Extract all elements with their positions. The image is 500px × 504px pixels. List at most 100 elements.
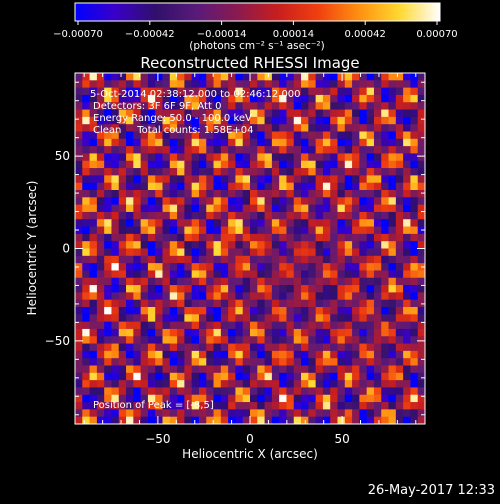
- heatmap-cell: [337, 409, 346, 418]
- heatmap-cell: [242, 372, 251, 381]
- heatmap-cell: [344, 131, 353, 140]
- heatmap-cell: [184, 102, 193, 110]
- heatmap-cell: [162, 292, 171, 301]
- heatmap-cell: [147, 336, 156, 344]
- heatmap-cell: [373, 328, 382, 337]
- heatmap-cell: [140, 175, 149, 184]
- heatmap-cell: [191, 116, 200, 125]
- heatmap-cell: [191, 328, 200, 337]
- heatmap-cell: [330, 226, 338, 235]
- heatmap-cell: [315, 263, 324, 271]
- heatmap-cell: [395, 402, 404, 410]
- heatmap-cell: [410, 146, 419, 154]
- heatmap-cell: [177, 372, 185, 381]
- heatmap-cell: [359, 73, 368, 81]
- heatmap-cell: [293, 109, 302, 118]
- heatmap-cell: [395, 292, 404, 301]
- heatmap-cell: [417, 87, 425, 96]
- heatmap-cell: [206, 299, 214, 308]
- heatmap-cell: [228, 87, 236, 96]
- heatmap-cell: [352, 160, 360, 169]
- heatmap-cell: [184, 277, 193, 286]
- heatmap-cell: [257, 292, 265, 301]
- heatmap-cell: [220, 372, 229, 381]
- heatmap-cell: [235, 270, 244, 279]
- heatmap-cell: [381, 321, 389, 330]
- heatmap-cell: [89, 263, 98, 271]
- heatmap-cell: [242, 307, 251, 315]
- heatmap-cell: [279, 204, 287, 213]
- heatmap-cell: [388, 182, 397, 191]
- heatmap-cell: [126, 285, 134, 293]
- heatmap-cell: [75, 138, 83, 147]
- heatmap-cell: [206, 321, 214, 330]
- heatmap-cell: [417, 211, 425, 220]
- heatmap-cell: [264, 328, 273, 337]
- heatmap-cell: [257, 94, 265, 103]
- heatmap-cell: [155, 146, 163, 154]
- heatmap-cell: [126, 146, 134, 154]
- heatmap-cell: [155, 350, 163, 359]
- heatmap-cell: [82, 190, 90, 198]
- heatmap-cell: [242, 175, 251, 184]
- heatmap-cell: [417, 204, 425, 213]
- heatmap-cell: [213, 182, 222, 191]
- heatmap-cell: [344, 365, 353, 374]
- heatmap-cell: [410, 204, 419, 213]
- heatmap-cell: [403, 336, 411, 344]
- heatmap-cell: [242, 211, 251, 220]
- heatmap-cell: [337, 211, 346, 220]
- heatmap-cell: [220, 182, 229, 191]
- heatmap-cell: [155, 394, 163, 403]
- heatmap-cell: [140, 372, 149, 381]
- heatmap-cell: [140, 365, 149, 374]
- heatmap-cell: [322, 168, 331, 176]
- heatmap-cell: [373, 270, 382, 279]
- heatmap-cell: [155, 116, 163, 125]
- heatmap-cell: [403, 409, 411, 418]
- heatmap-cell: [206, 277, 214, 286]
- heatmap-cell: [198, 285, 207, 293]
- heatmap-cell: [330, 394, 338, 403]
- heatmap-cell: [301, 116, 309, 125]
- heatmap-cell: [75, 358, 83, 366]
- heatmap-cell: [111, 116, 120, 125]
- heatmap-cell: [118, 146, 127, 154]
- heatmap-cell: [264, 263, 273, 271]
- heatmap-cell: [162, 80, 171, 89]
- heatmap-cell: [75, 182, 83, 191]
- heatmap-cell: [198, 80, 207, 89]
- heatmap-cell: [184, 402, 193, 410]
- heatmap-cell: [315, 131, 324, 140]
- heatmap-cell: [403, 94, 411, 103]
- heatmap-cell: [111, 124, 120, 132]
- heatmap-cell: [220, 328, 229, 337]
- heatmap-cell: [366, 190, 375, 198]
- heatmap-cell: [381, 124, 389, 132]
- heatmap-cell: [235, 116, 244, 125]
- heatmap-cell: [337, 350, 346, 359]
- heatmap-cell: [75, 321, 83, 330]
- heatmap-cell: [344, 160, 353, 169]
- heatmap-cell: [118, 153, 127, 162]
- heatmap-cell: [184, 350, 193, 359]
- heatmap-cell: [191, 255, 200, 264]
- heatmap-cell: [271, 372, 280, 381]
- heatmap-cell: [111, 160, 120, 169]
- heatmap-cell: [169, 270, 178, 279]
- heatmap-cell: [184, 190, 193, 198]
- heatmap-cell: [155, 248, 163, 257]
- heatmap-cell: [104, 350, 112, 359]
- heatmap-cell: [162, 138, 171, 147]
- heatmap-cell: [169, 226, 178, 235]
- heatmap-cell: [126, 380, 134, 388]
- heatmap-cell: [330, 168, 338, 176]
- heatmap-cell: [198, 416, 207, 424]
- heatmap-cell: [177, 190, 185, 198]
- heatmap-cell: [220, 146, 229, 154]
- heatmap-cell: [257, 365, 265, 374]
- heatmap-cell: [352, 394, 360, 403]
- heatmap-cell: [359, 336, 368, 344]
- heatmap-cell: [228, 204, 236, 213]
- heatmap-cell: [381, 255, 389, 264]
